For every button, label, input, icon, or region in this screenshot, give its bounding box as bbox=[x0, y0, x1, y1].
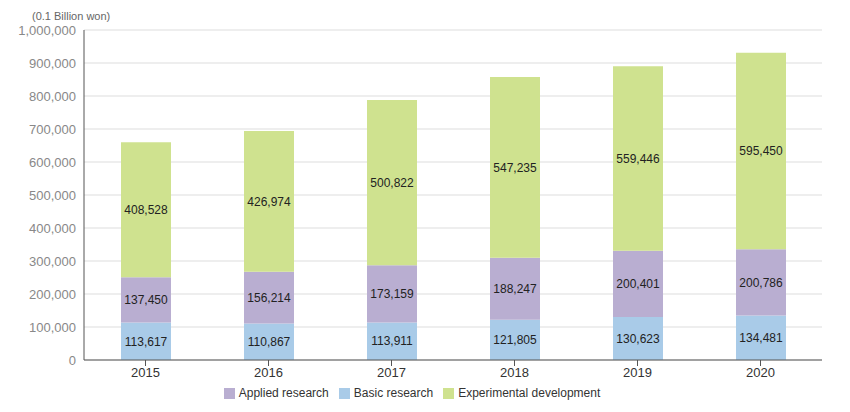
svg-text:121,805: 121,805 bbox=[493, 333, 537, 347]
svg-text:134,481: 134,481 bbox=[739, 331, 783, 345]
svg-text:300,000: 300,000 bbox=[29, 254, 76, 269]
svg-text:200,786: 200,786 bbox=[739, 276, 783, 290]
svg-text:200,401: 200,401 bbox=[616, 277, 660, 291]
svg-text:500,822: 500,822 bbox=[370, 176, 414, 190]
svg-text:900,000: 900,000 bbox=[29, 56, 76, 71]
svg-text:426,974: 426,974 bbox=[247, 195, 291, 209]
svg-text:137,450: 137,450 bbox=[124, 293, 168, 307]
svg-text:2016: 2016 bbox=[254, 365, 283, 380]
svg-text:113,911: 113,911 bbox=[371, 334, 413, 348]
svg-text:173,159: 173,159 bbox=[370, 287, 414, 301]
svg-text:2019: 2019 bbox=[623, 365, 652, 380]
svg-text:800,000: 800,000 bbox=[29, 89, 76, 104]
svg-text:2020: 2020 bbox=[746, 365, 775, 380]
svg-text:100,000: 100,000 bbox=[29, 320, 76, 335]
svg-text:600,000: 600,000 bbox=[29, 155, 76, 170]
svg-text:156,214: 156,214 bbox=[247, 291, 291, 305]
html-text:Experimental development: Experimental development bbox=[458, 386, 601, 400]
html-text:Applied research: Applied research bbox=[238, 386, 329, 400]
html-text:Basic research: Basic research bbox=[353, 386, 434, 400]
svg-text:400,000: 400,000 bbox=[29, 221, 76, 236]
html-text:(0.1 Billion won): (0.1 Billion won) bbox=[32, 10, 111, 22]
svg-text:595,450: 595,450 bbox=[739, 144, 783, 158]
svg-text:700,000: 700,000 bbox=[29, 122, 76, 137]
svg-text:200,000: 200,000 bbox=[29, 287, 76, 302]
svg-text:408,528: 408,528 bbox=[124, 203, 168, 217]
svg-text:559,446: 559,446 bbox=[616, 152, 660, 166]
svg-text:2017: 2017 bbox=[377, 365, 406, 380]
svg-text:130,623: 130,623 bbox=[616, 332, 660, 346]
svg-text:188,247: 188,247 bbox=[493, 282, 537, 296]
svg-text:2018: 2018 bbox=[500, 365, 529, 380]
svg-text:2015: 2015 bbox=[131, 365, 160, 380]
svg-text:1,000,000: 1,000,000 bbox=[18, 23, 76, 38]
svg-text:547,235: 547,235 bbox=[493, 161, 537, 175]
svg-text:113,617: 113,617 bbox=[125, 335, 168, 349]
svg-text:0: 0 bbox=[69, 353, 76, 368]
svg-text:110,867: 110,867 bbox=[248, 335, 291, 349]
svg-text:500,000: 500,000 bbox=[29, 188, 76, 203]
